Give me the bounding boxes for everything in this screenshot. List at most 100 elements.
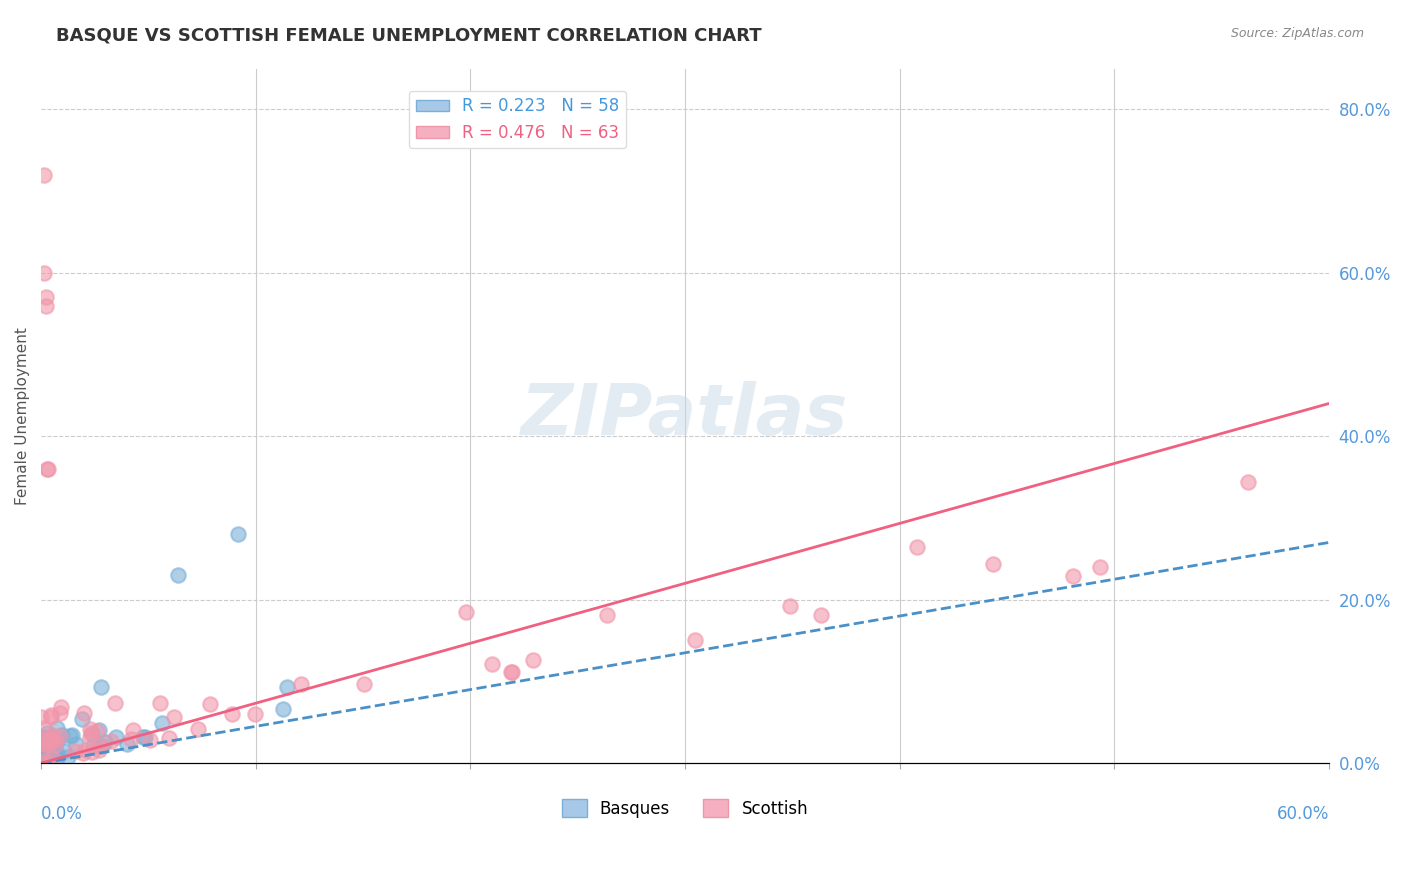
Point: [596, 608, 619, 623]
Point: [37, 462, 59, 476]
Point: [93, 735, 115, 749]
Point: [35, 298, 58, 312]
Point: [41, 747, 63, 762]
Point: [44, 738, 66, 752]
Point: [46, 721, 69, 735]
Point: [37, 739, 59, 753]
Point: [1062, 568, 1084, 582]
Point: [35, 290, 58, 304]
Point: [290, 676, 312, 690]
Point: [79, 730, 101, 744]
Text: 0.0%: 0.0%: [41, 805, 83, 822]
Point: [72, 746, 94, 760]
Point: [34, 752, 56, 766]
Point: [31, 741, 53, 756]
Point: [501, 665, 523, 679]
Point: [34, 731, 56, 745]
Point: [31, 756, 53, 770]
Point: [31, 751, 53, 765]
Point: [31, 756, 53, 770]
Point: [38, 740, 60, 755]
Point: [226, 527, 249, 541]
Point: [30, 755, 52, 769]
Point: [30, 709, 52, 723]
Point: [89, 739, 111, 754]
Point: [41, 707, 63, 722]
Point: [31, 754, 53, 768]
Point: [82, 727, 104, 741]
Point: [245, 707, 267, 722]
Point: [271, 702, 294, 716]
Point: [48, 706, 70, 720]
Point: [104, 730, 127, 744]
Point: [35, 754, 58, 768]
Point: [56, 749, 79, 764]
Point: [38, 733, 60, 747]
Point: [49, 699, 72, 714]
Point: [72, 706, 94, 720]
Point: [32, 733, 55, 747]
Point: [149, 696, 172, 710]
Legend: Basques, Scottish: Basques, Scottish: [555, 793, 815, 824]
Point: [501, 665, 523, 679]
Point: [34, 749, 56, 764]
Point: [905, 540, 928, 554]
Point: [32, 721, 55, 735]
Point: [121, 723, 143, 738]
Point: [90, 680, 112, 694]
Point: [46, 746, 69, 760]
Point: [86, 724, 108, 739]
Point: [34, 733, 56, 747]
Point: [87, 743, 110, 757]
Point: [63, 744, 86, 758]
Point: [49, 729, 72, 743]
Point: [39, 739, 62, 754]
Y-axis label: Female Unemployment: Female Unemployment: [15, 326, 30, 505]
Point: [150, 715, 173, 730]
Point: [65, 737, 87, 751]
Point: [35, 753, 58, 767]
Point: [45, 733, 67, 747]
Point: [42, 747, 65, 762]
Point: [481, 657, 503, 671]
Point: [32, 737, 55, 751]
Point: [981, 558, 1004, 572]
Point: [454, 606, 477, 620]
Point: [34, 746, 56, 760]
Point: [45, 750, 67, 764]
Point: [683, 633, 706, 648]
Point: [157, 731, 180, 745]
Point: [79, 722, 101, 736]
Point: [276, 680, 298, 694]
Point: [353, 677, 375, 691]
Point: [31, 746, 53, 760]
Point: [35, 462, 58, 476]
Point: [80, 745, 103, 759]
Point: [60, 728, 83, 742]
Point: [779, 599, 801, 614]
Point: [39, 710, 62, 724]
Point: [163, 710, 186, 724]
Point: [91, 739, 114, 753]
Point: [34, 756, 56, 770]
Point: [31, 756, 53, 770]
Point: [41, 750, 63, 764]
Text: Source: ZipAtlas.com: Source: ZipAtlas.com: [1230, 27, 1364, 40]
Point: [34, 266, 56, 280]
Point: [1237, 475, 1260, 489]
Point: [221, 707, 243, 722]
Point: [810, 607, 832, 622]
Point: [120, 731, 142, 746]
Point: [104, 696, 127, 710]
Point: [139, 732, 162, 747]
Point: [39, 732, 62, 747]
Point: [37, 744, 59, 758]
Point: [38, 754, 60, 768]
Point: [200, 698, 222, 712]
Point: [1088, 560, 1111, 574]
Point: [52, 744, 75, 758]
Point: [37, 737, 59, 751]
Point: [87, 723, 110, 737]
Point: [45, 748, 67, 763]
Point: [32, 749, 55, 764]
